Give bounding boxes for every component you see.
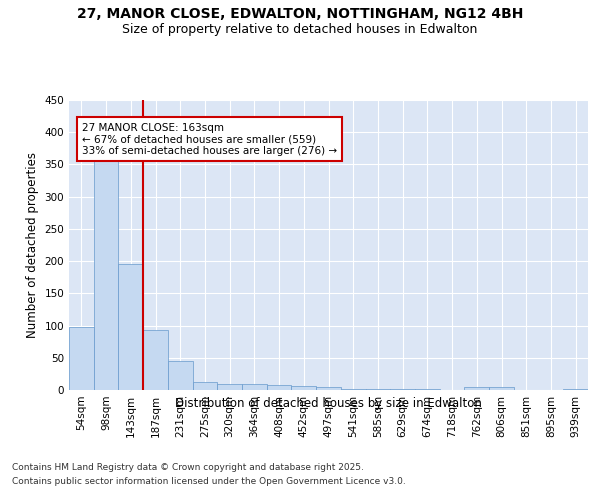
Bar	[489, 387, 514, 390]
Text: Size of property relative to detached houses in Edwalton: Size of property relative to detached ho…	[122, 22, 478, 36]
Y-axis label: Number of detached properties: Number of detached properties	[26, 152, 39, 338]
Bar	[69, 327, 94, 390]
Bar	[143, 330, 168, 390]
Text: 27 MANOR CLOSE: 163sqm
← 67% of detached houses are smaller (559)
33% of semi-de: 27 MANOR CLOSE: 163sqm ← 67% of detached…	[82, 122, 337, 156]
Bar	[118, 264, 143, 390]
Text: 27, MANOR CLOSE, EDWALTON, NOTTINGHAM, NG12 4BH: 27, MANOR CLOSE, EDWALTON, NOTTINGHAM, N…	[77, 8, 523, 22]
Text: Contains public sector information licensed under the Open Government Licence v3: Contains public sector information licen…	[12, 478, 406, 486]
Bar	[168, 361, 193, 390]
Text: Contains HM Land Registry data © Crown copyright and database right 2025.: Contains HM Land Registry data © Crown c…	[12, 462, 364, 471]
Bar	[316, 387, 341, 390]
Bar	[94, 156, 118, 390]
Text: Distribution of detached houses by size in Edwalton: Distribution of detached houses by size …	[175, 398, 482, 410]
Bar	[267, 385, 292, 390]
Bar	[242, 384, 267, 390]
Bar	[217, 384, 242, 390]
Bar	[193, 382, 217, 390]
Bar	[464, 388, 489, 390]
Bar	[292, 386, 316, 390]
Bar	[563, 388, 588, 390]
